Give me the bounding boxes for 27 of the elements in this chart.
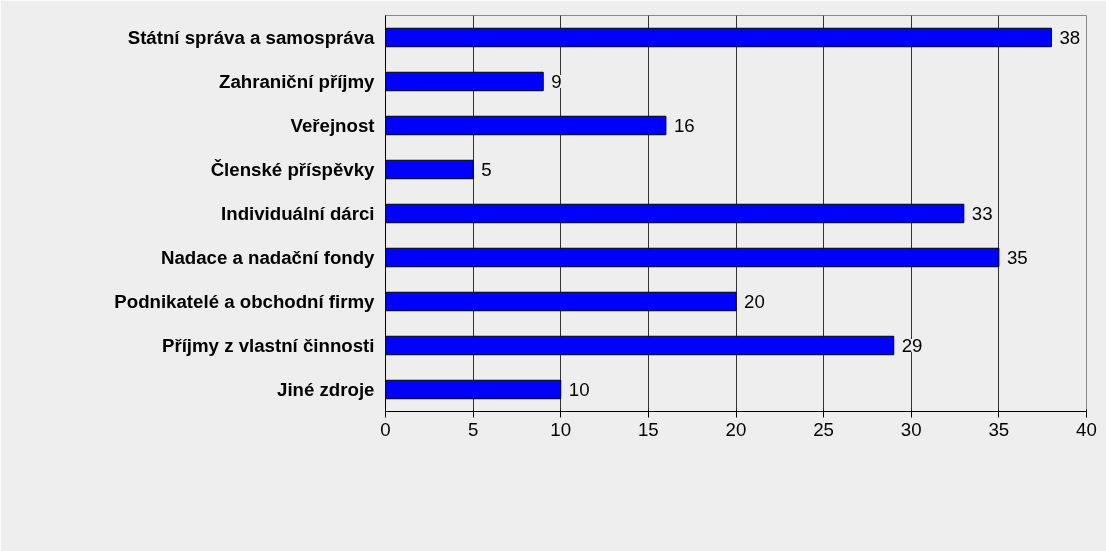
y-tick-label: Členské příspěvky [210, 159, 376, 180]
x-tick-label: 35 [988, 418, 1010, 440]
data-label: 5 [481, 159, 492, 180]
data-label: 10 [568, 379, 590, 400]
x-tick-label: 20 [725, 418, 747, 440]
y-tick-label: Individuální dárci [221, 203, 375, 224]
y-tick-label: Příjmy z vlastní činnosti [161, 335, 375, 356]
data-label: 38 [1059, 27, 1081, 48]
data-label: 33 [971, 203, 993, 224]
data-label: 20 [744, 291, 765, 312]
x-tick-label: 15 [638, 418, 659, 440]
x-tick-label: 25 [813, 418, 835, 440]
y-tick-label: Zahraniční příjmy [218, 71, 376, 92]
y-tick-label: Nadace a nadační fondy [160, 247, 376, 268]
x-tick-label: 5 [467, 418, 479, 440]
x-tick-label: 40 [1076, 418, 1097, 440]
y-tick-label: Veřejnost [290, 115, 375, 136]
x-tick-label: 30 [900, 418, 922, 440]
data-label: 29 [901, 335, 923, 356]
data-label: 9 [551, 71, 562, 92]
y-tick-label: Státní správa a samospráva [127, 27, 376, 48]
y-tick-label: Jiné zdroje [277, 379, 375, 400]
data-label: 16 [673, 115, 695, 136]
y-tick-label: Podnikatelé a obchodní firmy [114, 291, 376, 312]
x-tick-label: 10 [550, 418, 572, 440]
x-tick-label: 0 [380, 418, 391, 440]
data-label: 35 [1006, 247, 1028, 268]
